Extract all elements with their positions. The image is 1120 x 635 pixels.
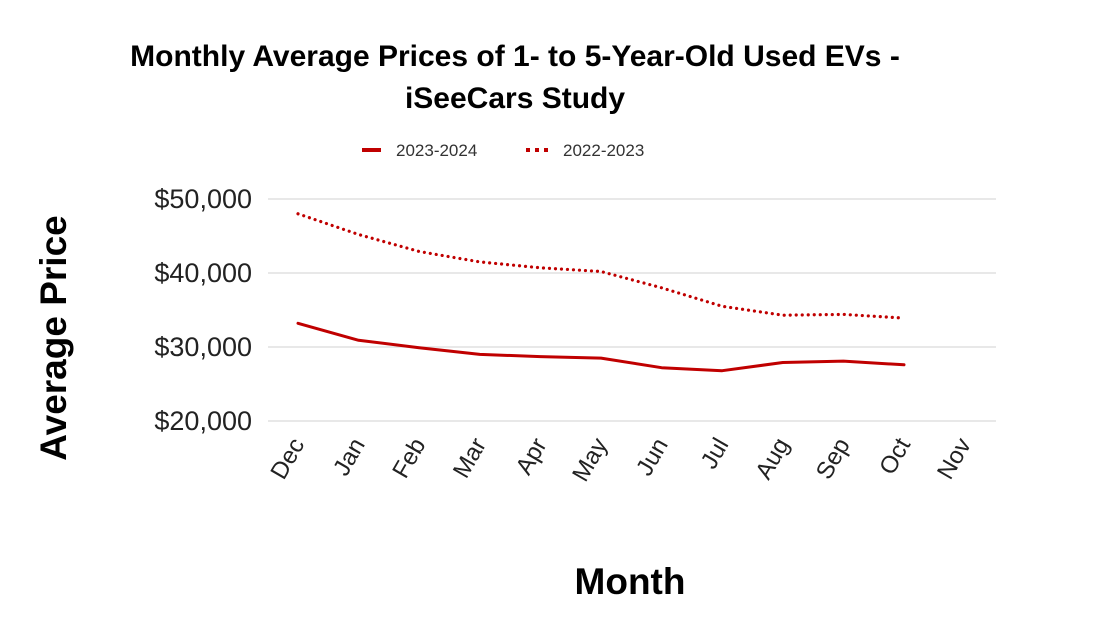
x-tick-label-nov: Nov <box>932 434 977 484</box>
y-tick-label-30000: $30,000 <box>154 332 252 362</box>
legend: 2023-2024 2022-2023 <box>362 141 644 160</box>
y-axis-label: Average Price <box>33 215 74 460</box>
y-axis-ticks: $20,000 $30,000 $40,000 $50,000 <box>154 184 252 436</box>
legend-label-2023-2024: 2023-2024 <box>396 141 477 160</box>
y-tick-label-50000: $50,000 <box>154 184 252 214</box>
x-tick-label-jul: Jul <box>696 434 735 474</box>
y-tick-label-20000: $20,000 <box>154 406 252 436</box>
series-line-2022-2023 <box>296 212 906 320</box>
x-axis-ticks: Dec Jan Feb Mar Apr May Jun Jul Aug Sep Oct Nov <box>265 433 976 486</box>
x-tick-label-may: May <box>567 434 613 487</box>
x-tick-label-jun: Jun <box>631 434 674 481</box>
legend-label-2022-2023: 2022-2023 <box>563 141 644 160</box>
x-tick-label-sep: Sep <box>811 434 856 484</box>
x-tick-label-mar: Mar <box>448 434 492 483</box>
series <box>296 212 906 373</box>
gridlines <box>268 198 996 422</box>
x-tick-label-feb: Feb <box>387 434 431 483</box>
chart-title-line-1: Monthly Average Prices of 1- to 5-Year-O… <box>130 40 900 73</box>
x-tick-label-dec: Dec <box>265 434 310 484</box>
y-tick-label-40000: $40,000 <box>154 258 252 288</box>
x-tick-label-jan: Jan <box>328 434 371 481</box>
series-line-2023-2024 <box>296 321 906 373</box>
chart-title-line-2: iSeeCars Study <box>405 82 625 115</box>
x-tick-label-aug: Aug <box>750 434 795 484</box>
x-tick-label-oct: Oct <box>874 433 916 479</box>
x-axis-label: Month <box>575 561 686 602</box>
x-tick-label-apr: Apr <box>511 434 553 480</box>
